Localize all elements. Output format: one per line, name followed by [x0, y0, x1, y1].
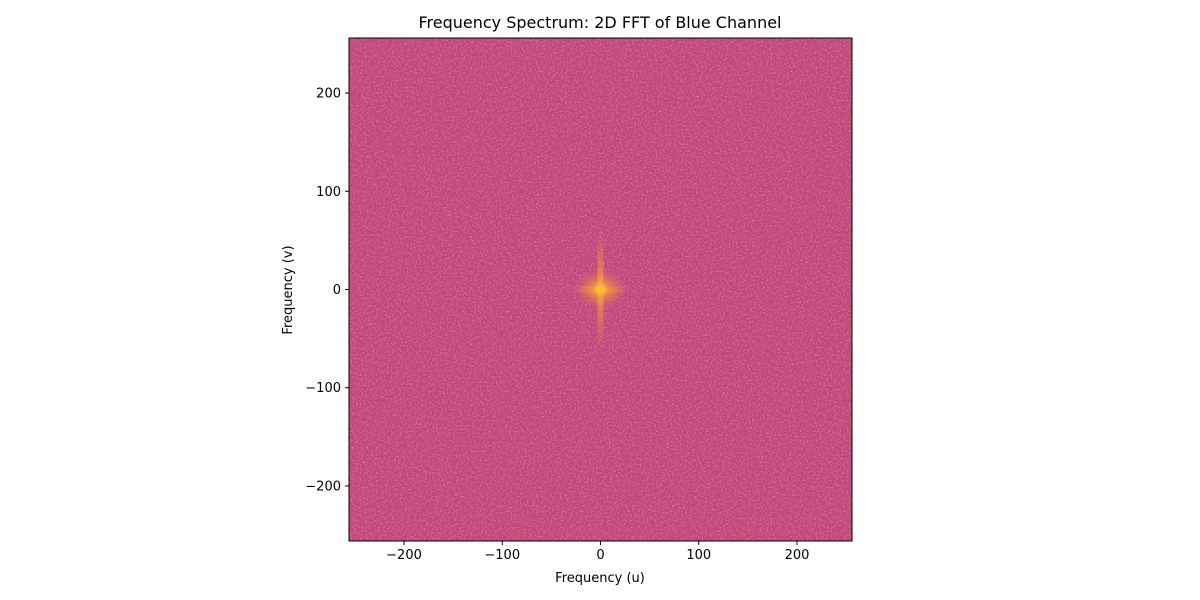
x-tick-label: −200 — [386, 548, 422, 563]
y-tick-label: 200 — [316, 87, 341, 102]
y-axis-label: Frequency (v) — [281, 245, 296, 334]
x-tick-label: 200 — [785, 548, 810, 563]
x-tick-label: −100 — [484, 548, 520, 563]
y-tick-label: −200 — [305, 479, 341, 494]
y-axis: −200 −100 0 100 200 — [305, 87, 349, 494]
y-tick-label: 0 — [333, 283, 341, 298]
y-tick-label: 100 — [316, 185, 341, 200]
dc-peak — [598, 287, 603, 292]
plot-area — [349, 38, 852, 541]
x-axis-label: Frequency (u) — [555, 571, 645, 586]
x-axis: −200 −100 0 100 200 — [386, 541, 809, 563]
y-tick-label: −100 — [305, 381, 341, 396]
x-tick-label: 100 — [686, 548, 711, 563]
x-tick-label: 0 — [596, 548, 604, 563]
chart-title: Frequency Spectrum: 2D FFT of Blue Chann… — [418, 13, 781, 32]
